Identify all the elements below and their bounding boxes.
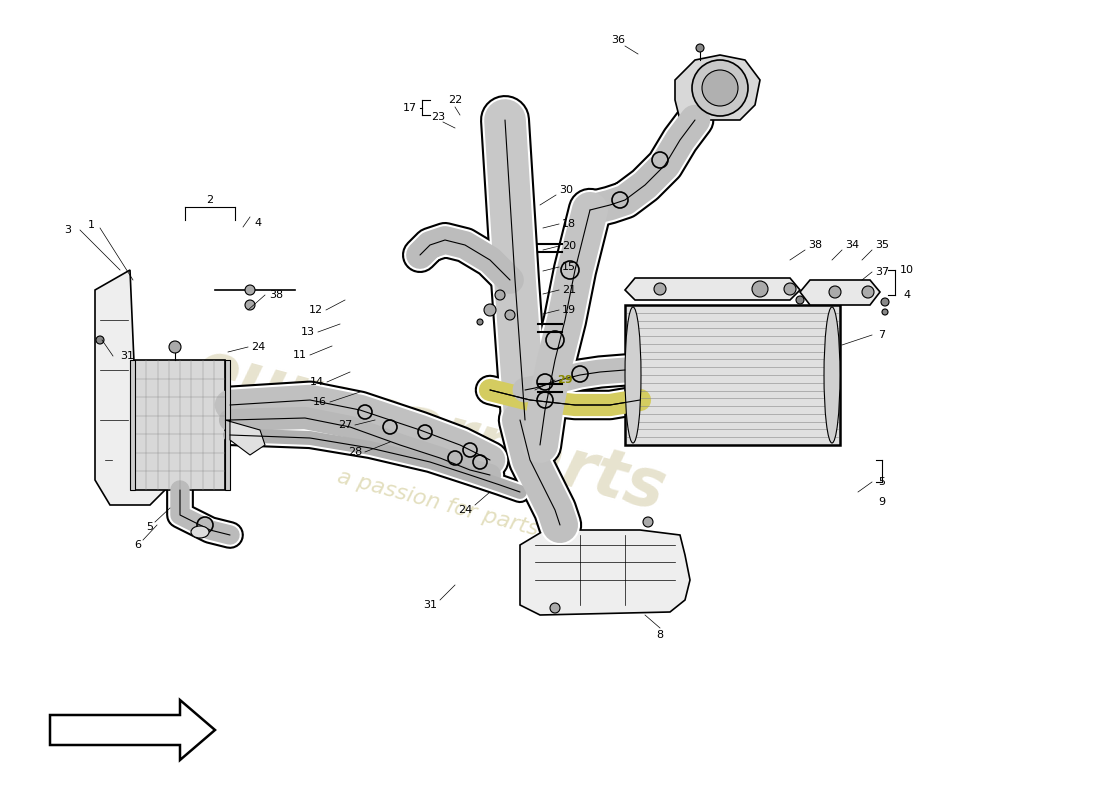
Text: 28: 28 [348,447,362,457]
Text: 31: 31 [424,600,437,610]
Circle shape [862,286,874,298]
Text: 30: 30 [559,185,573,195]
Text: 5: 5 [146,522,154,532]
Circle shape [752,281,768,297]
Circle shape [495,290,505,300]
Circle shape [484,304,496,316]
Text: 38: 38 [268,290,283,300]
Polygon shape [95,270,165,505]
Text: 19: 19 [562,305,576,315]
Text: 2: 2 [207,195,213,205]
Text: 20: 20 [562,241,576,251]
Polygon shape [130,360,135,490]
Polygon shape [50,700,215,760]
Circle shape [692,60,748,116]
Circle shape [169,341,182,353]
Polygon shape [675,55,760,120]
Text: 6: 6 [134,540,142,550]
Circle shape [796,296,804,304]
Text: 5: 5 [879,477,886,487]
Text: 13: 13 [301,327,315,337]
Text: 38: 38 [807,240,822,250]
Circle shape [477,319,483,325]
Text: 37: 37 [874,267,889,277]
Text: 24: 24 [251,342,265,352]
Text: 11: 11 [293,350,307,360]
Polygon shape [226,420,265,455]
Polygon shape [625,278,800,300]
Circle shape [696,44,704,52]
Text: 15: 15 [562,262,576,272]
Text: 23: 23 [431,112,446,122]
Text: 22: 22 [448,95,462,105]
Text: 1: 1 [88,220,95,230]
Circle shape [245,300,255,310]
Ellipse shape [191,526,209,538]
Text: 4: 4 [254,218,262,228]
Circle shape [96,336,104,344]
Text: eurocarparts: eurocarparts [187,335,673,525]
Text: 4: 4 [903,290,911,300]
Text: 10: 10 [900,265,914,275]
Text: 7: 7 [879,330,886,340]
Text: 3: 3 [65,225,72,235]
Text: 18: 18 [562,219,576,229]
Polygon shape [625,305,840,445]
Text: 36: 36 [610,35,625,45]
Circle shape [550,603,560,613]
Text: 21: 21 [562,285,576,295]
Text: 8: 8 [657,630,663,640]
Text: 17: 17 [403,103,417,113]
Circle shape [702,70,738,106]
Text: 34: 34 [845,240,859,250]
Text: a passion for parts since 1985: a passion for parts since 1985 [336,467,666,573]
Text: 27: 27 [338,420,352,430]
Circle shape [505,310,515,320]
Circle shape [644,517,653,527]
Polygon shape [800,280,880,305]
Text: 9: 9 [879,497,886,507]
Polygon shape [135,360,226,490]
Circle shape [829,286,842,298]
Text: 24: 24 [458,505,472,515]
Text: 12: 12 [309,305,323,315]
Polygon shape [520,530,690,615]
Circle shape [784,283,796,295]
Circle shape [882,309,888,315]
Ellipse shape [824,307,840,443]
Text: 29: 29 [558,375,573,385]
Circle shape [245,285,255,295]
Polygon shape [226,360,230,490]
Text: 14: 14 [310,377,324,387]
Ellipse shape [625,307,641,443]
Text: 35: 35 [874,240,889,250]
Text: 16: 16 [314,397,327,407]
Circle shape [654,283,666,295]
Text: 31: 31 [120,351,134,361]
Circle shape [881,298,889,306]
